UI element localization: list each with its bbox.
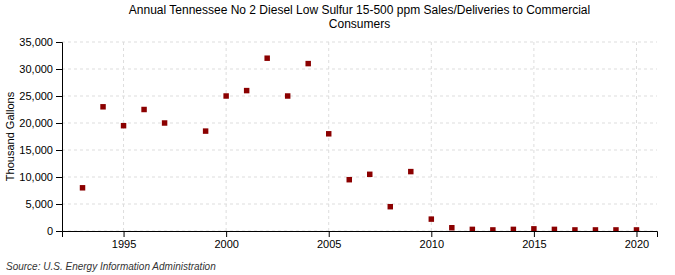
point (388, 204, 393, 209)
point (244, 88, 249, 93)
point (285, 93, 290, 98)
point (326, 131, 331, 136)
point (203, 128, 208, 133)
grid-line (62, 69, 657, 70)
point (511, 227, 516, 231)
point (613, 227, 618, 231)
tick-mark (226, 231, 227, 237)
tick-mark (636, 231, 637, 237)
tick-label: 0 (47, 225, 53, 237)
axis-line (56, 43, 63, 232)
grid-line (62, 204, 657, 205)
y-axis-title: Thousand Gallons (4, 91, 16, 181)
tick-label: 10,000 (19, 171, 53, 183)
point (593, 227, 598, 231)
tick: 15,000 (19, 144, 62, 156)
tick: 25,000 (19, 90, 62, 102)
tick: 10,000 (19, 171, 62, 183)
tick-label: 2020 (625, 238, 649, 250)
tick-mark (56, 42, 62, 43)
point (223, 93, 228, 98)
tick-label: 20,000 (19, 117, 53, 129)
point (305, 61, 310, 66)
point (552, 227, 557, 231)
tick-label: 2015 (522, 238, 546, 250)
chart: 1995 2000 2005 2010 2015 2020 0 5,000 10,000 15,0… (0, 0, 675, 275)
grid-line (62, 42, 657, 43)
point (470, 227, 475, 231)
point (121, 123, 126, 128)
grid-line (123, 42, 124, 231)
point (80, 185, 85, 190)
point (408, 169, 413, 174)
points (80, 55, 639, 231)
point (367, 172, 372, 177)
tick-mark (124, 231, 125, 237)
tick-mark (56, 231, 62, 232)
tick-label: 35,000 (19, 36, 53, 48)
point (634, 227, 639, 231)
x-axis: 1995 2000 2005 2010 2015 2020 (63, 231, 658, 250)
grid (62, 42, 657, 231)
point (347, 177, 352, 182)
tick-mark (56, 150, 62, 151)
tick: 2020 (625, 231, 649, 250)
tick-mark (56, 96, 62, 97)
tick: 2000 (214, 231, 238, 250)
tick-mark (56, 69, 62, 70)
grid-line (431, 42, 432, 231)
point (264, 55, 269, 60)
tick: 5,000 (25, 198, 62, 210)
point (490, 227, 495, 231)
point (572, 227, 577, 231)
tick: 1995 (112, 231, 136, 250)
tick-mark (431, 231, 432, 237)
grid-line (62, 96, 657, 97)
tick-label: 2010 (420, 238, 444, 250)
tick: 20,000 (19, 117, 62, 129)
point (429, 216, 434, 221)
y-axis: 0 5,000 10,000 15,000 20,000 25,000 30,000 35,0… (19, 36, 62, 237)
plot: 1995 2000 2005 2010 2015 2020 0 5,000 10,000 15,0… (19, 36, 657, 250)
tick-mark (329, 231, 330, 237)
tick-label: 15,000 (19, 144, 53, 156)
grid-line (62, 177, 657, 178)
tick-label: 2000 (214, 238, 238, 250)
tick-mark (56, 123, 62, 124)
tick-mark (534, 231, 535, 237)
axis-line (63, 232, 658, 238)
tick: 2015 (522, 231, 546, 250)
tick: 30,000 (19, 63, 62, 75)
tick-label: 30,000 (19, 63, 53, 75)
tick: 0 (47, 225, 62, 237)
point (449, 225, 454, 230)
grid-line (226, 42, 227, 231)
grid-line (533, 42, 534, 231)
annotation: Source: U.S. Energy Information Administ… (6, 261, 216, 272)
tick-mark (56, 204, 62, 205)
grid-line (62, 150, 657, 151)
tick: 2010 (420, 231, 444, 250)
tick: 35,000 (19, 36, 62, 48)
tick-label: 5,000 (25, 198, 53, 210)
point (531, 226, 536, 231)
grid-line (62, 123, 657, 124)
tick-label: 25,000 (19, 90, 53, 102)
tick-label: 2005 (317, 238, 341, 250)
title: Annual Tennessee No 2 Diesel Low Sulfur … (129, 3, 590, 31)
tick-label: 1995 (112, 238, 136, 250)
grid-line (636, 42, 637, 231)
point (141, 107, 146, 112)
tick-mark (56, 177, 62, 178)
tick: 2005 (317, 231, 341, 250)
point (100, 104, 105, 109)
point (162, 120, 167, 125)
